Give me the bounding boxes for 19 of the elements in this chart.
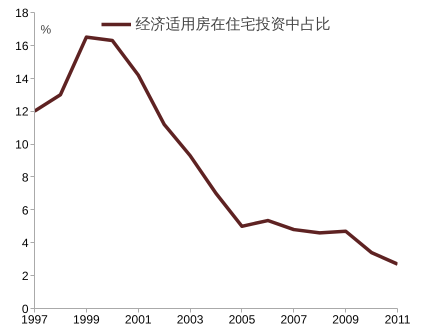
y-axis-title: % bbox=[40, 22, 52, 36]
y-tick-label: 8 bbox=[22, 170, 29, 184]
x-tick-label: 1999 bbox=[73, 312, 100, 326]
y-tick-label: 6 bbox=[22, 203, 29, 218]
y-tick-label: 2 bbox=[22, 269, 29, 284]
y-tick-label: 18 bbox=[15, 6, 29, 20]
x-tick-label: 2007 bbox=[280, 312, 308, 326]
x-tick-label: 2005 bbox=[228, 312, 256, 326]
x-tick-label: 2011 bbox=[384, 312, 411, 326]
legend-label: 经济适用房在住宅投资中占比 bbox=[136, 14, 330, 34]
x-tick-label: 2009 bbox=[332, 312, 360, 326]
y-tick-label: 16 bbox=[15, 38, 29, 53]
line-series bbox=[34, 35, 398, 266]
y-tick-label: 14 bbox=[15, 72, 29, 86]
y-tick-label: 12 bbox=[15, 104, 29, 119]
x-tick-label: 2003 bbox=[176, 312, 204, 326]
y-tick-label: 4 bbox=[22, 236, 29, 250]
y-tick-label: 10 bbox=[15, 138, 29, 152]
x-tick-label: 2001 bbox=[124, 312, 152, 326]
